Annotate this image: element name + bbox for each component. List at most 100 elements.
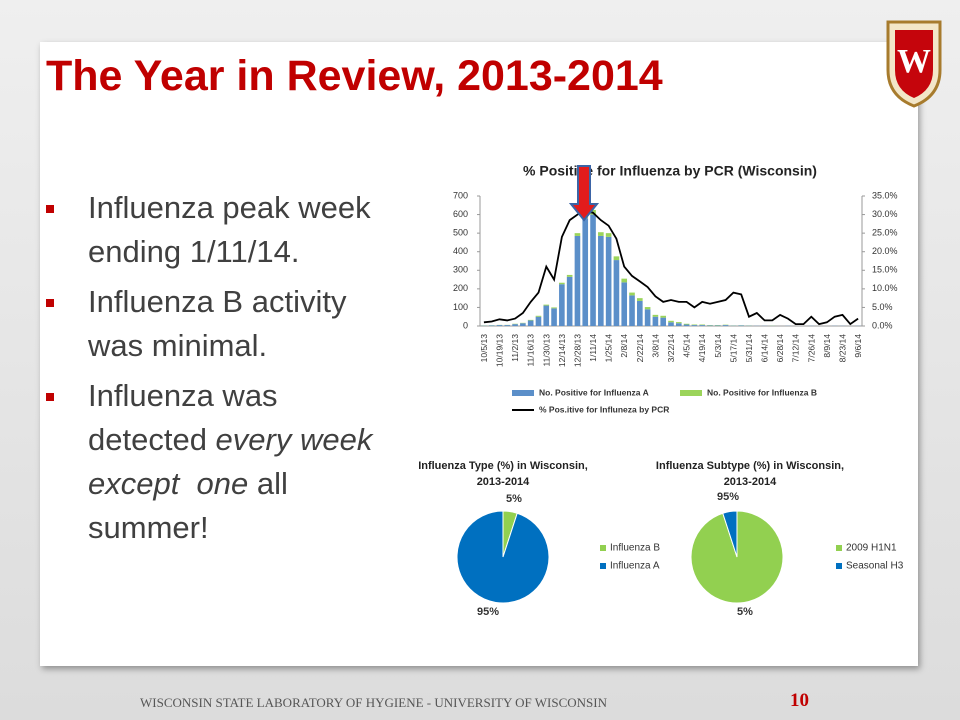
legend-swatch — [600, 563, 606, 569]
bar — [598, 232, 604, 236]
pie-value-label: 95% — [477, 606, 499, 618]
legend-label: No. Positive for Influenza A — [539, 387, 649, 397]
bar — [496, 325, 503, 326]
x-tick-label: 3/22/14 — [666, 334, 676, 363]
bar — [566, 274, 573, 277]
chart-title: 2013-2014 — [477, 476, 530, 488]
x-tick-label: 7/26/14 — [806, 334, 816, 363]
legend-swatch — [680, 390, 702, 396]
y2-tick-label: 35.0% — [872, 190, 898, 200]
y2-tick-label: 5.0% — [872, 302, 893, 312]
bar — [543, 305, 550, 326]
bar — [512, 324, 518, 326]
bar — [691, 324, 698, 326]
bar — [668, 320, 674, 323]
x-tick-label: 12/14/13 — [557, 334, 567, 367]
legend-label: 2009 H1N1 — [846, 543, 897, 554]
y-tick-label: 400 — [453, 246, 468, 256]
bar — [660, 317, 667, 326]
y2-tick-label: 10.0% — [872, 283, 898, 293]
bar — [535, 315, 542, 317]
bullet: Influenza B activity was minimal. — [44, 280, 394, 368]
x-tick-label: 11/16/13 — [526, 334, 536, 367]
pie-value-label: 95% — [717, 491, 739, 503]
chart-title: 2013-2014 — [724, 476, 777, 488]
x-tick-label: 11/30/13 — [541, 334, 551, 367]
chart-title: Influenza Subtype (%) in Wisconsin, — [656, 460, 844, 472]
bar — [582, 218, 589, 326]
bar — [683, 324, 690, 326]
bar — [613, 260, 620, 326]
bar — [668, 322, 674, 326]
y2-tick-label: 0.0% — [872, 320, 893, 330]
bar — [699, 325, 705, 326]
x-tick-label: 6/14/14 — [760, 334, 770, 363]
bar — [714, 325, 721, 326]
bar — [598, 235, 604, 326]
legend-label: Influenza B — [610, 543, 660, 554]
legend-swatch — [600, 545, 606, 551]
bar — [527, 319, 534, 321]
x-tick-label: 5/3/14 — [713, 334, 723, 358]
bar — [660, 315, 667, 318]
bar — [652, 316, 659, 326]
legend-label: No. Positive for Influenza B — [707, 387, 817, 397]
x-tick-label: 8/9/14 — [822, 334, 832, 358]
x-tick-label: 5/17/14 — [728, 334, 738, 363]
bar — [722, 325, 729, 326]
bullet-text: Influenza B activity was minimal. — [88, 284, 347, 363]
pie-value-label: 5% — [737, 606, 753, 618]
bullet-text: Influenza was detected — [88, 378, 287, 457]
y-tick-label: 700 — [453, 190, 468, 200]
x-tick-label: 7/12/14 — [791, 334, 801, 363]
y2-tick-label: 25.0% — [872, 228, 898, 238]
bar — [621, 282, 628, 326]
y-tick-label: 0 — [463, 320, 468, 330]
legend-label: Seasonal H3 — [846, 561, 904, 572]
bar — [504, 325, 511, 326]
pie-slice — [722, 510, 738, 558]
bar — [543, 304, 550, 306]
bar — [559, 284, 565, 326]
x-tick-label: 2/8/14 — [619, 334, 629, 358]
bar — [605, 236, 612, 326]
y-tick-label: 200 — [453, 283, 468, 293]
peak-arrow — [568, 165, 600, 222]
bar — [621, 278, 628, 283]
bar — [535, 316, 542, 326]
bar — [551, 307, 557, 309]
bar — [488, 325, 495, 326]
bar — [675, 322, 682, 324]
x-tick-label: 10/5/13 — [479, 334, 489, 363]
logo: W — [886, 20, 942, 108]
x-tick-label: 12/28/13 — [572, 334, 582, 367]
slide-title: The Year in Review, 2013-2014 — [46, 52, 663, 100]
bar — [707, 325, 713, 326]
x-tick-label: 11/2/13 — [510, 334, 520, 362]
x-tick-label: 6/28/14 — [775, 334, 785, 363]
bullet-text-italic: every week except one — [88, 422, 381, 501]
y-tick-label: 500 — [453, 228, 468, 238]
svg-text:W: W — [897, 43, 931, 80]
line — [483, 209, 859, 326]
legend-swatch — [836, 545, 842, 551]
bar — [527, 320, 534, 326]
chart-title: % Positive for Influenza by PCR (Wiscons… — [523, 163, 817, 179]
bar — [699, 324, 705, 326]
bar — [644, 307, 651, 310]
bar — [675, 323, 682, 326]
bar — [559, 282, 565, 285]
legend-label: Influenza A — [610, 561, 660, 572]
x-tick-label: 1/11/14 — [588, 334, 598, 362]
y2-tick-label: 20.0% — [872, 246, 898, 256]
x-tick-label: 9/6/14 — [853, 334, 863, 358]
bar — [605, 233, 612, 237]
legend-swatch — [512, 390, 534, 396]
x-tick-label: 5/31/14 — [744, 334, 754, 363]
x-tick-label: 10/19/13 — [494, 334, 504, 367]
legend-swatch — [836, 563, 842, 569]
bar — [637, 300, 643, 326]
y-tick-label: 300 — [453, 265, 468, 275]
bullet-list: Influenza peak week ending 1/11/14. Infl… — [44, 186, 394, 556]
